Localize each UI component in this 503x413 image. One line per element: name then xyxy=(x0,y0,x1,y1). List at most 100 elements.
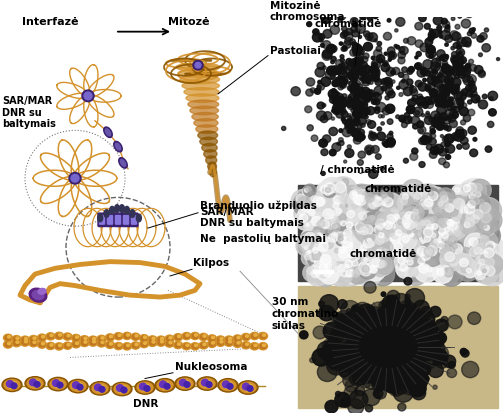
Circle shape xyxy=(469,28,474,33)
Circle shape xyxy=(369,76,374,81)
Circle shape xyxy=(460,349,467,355)
Circle shape xyxy=(364,233,367,237)
Circle shape xyxy=(351,264,355,268)
Circle shape xyxy=(317,204,345,229)
Circle shape xyxy=(367,263,375,271)
Circle shape xyxy=(307,125,313,131)
Circle shape xyxy=(403,221,410,227)
Circle shape xyxy=(473,183,482,192)
Circle shape xyxy=(339,240,343,244)
Circle shape xyxy=(69,173,81,184)
Circle shape xyxy=(471,215,479,223)
Circle shape xyxy=(408,66,414,72)
Circle shape xyxy=(409,239,420,249)
Circle shape xyxy=(364,282,376,293)
Circle shape xyxy=(381,195,388,202)
Circle shape xyxy=(461,94,466,99)
Bar xyxy=(313,270,333,273)
Circle shape xyxy=(426,237,447,258)
Circle shape xyxy=(463,67,468,72)
Circle shape xyxy=(355,132,365,142)
Circle shape xyxy=(396,329,402,335)
Circle shape xyxy=(383,348,394,359)
Circle shape xyxy=(457,38,467,47)
Ellipse shape xyxy=(156,339,165,346)
Ellipse shape xyxy=(141,336,147,341)
Circle shape xyxy=(354,57,361,64)
Circle shape xyxy=(344,348,350,354)
Circle shape xyxy=(337,343,353,358)
Circle shape xyxy=(414,355,423,362)
Circle shape xyxy=(435,225,453,242)
Circle shape xyxy=(383,62,387,66)
Circle shape xyxy=(421,189,431,198)
Circle shape xyxy=(378,114,382,118)
Circle shape xyxy=(368,337,382,349)
Circle shape xyxy=(460,213,484,236)
Circle shape xyxy=(369,361,384,375)
Circle shape xyxy=(312,251,321,260)
Circle shape xyxy=(408,335,415,342)
Circle shape xyxy=(321,171,325,176)
Circle shape xyxy=(372,377,386,392)
Circle shape xyxy=(419,128,424,133)
Circle shape xyxy=(306,89,313,96)
Circle shape xyxy=(382,222,386,225)
Circle shape xyxy=(412,241,438,266)
Circle shape xyxy=(402,353,414,364)
Circle shape xyxy=(389,382,403,396)
Circle shape xyxy=(429,118,433,122)
Circle shape xyxy=(381,361,400,379)
Circle shape xyxy=(301,239,310,248)
Circle shape xyxy=(367,252,390,273)
Text: Branduolio užpildas: Branduolio užpildas xyxy=(200,200,317,211)
Ellipse shape xyxy=(75,336,78,338)
Circle shape xyxy=(390,352,394,356)
Circle shape xyxy=(469,193,475,199)
Circle shape xyxy=(411,226,415,230)
Circle shape xyxy=(396,358,409,370)
Circle shape xyxy=(452,244,463,254)
Circle shape xyxy=(57,382,63,388)
Circle shape xyxy=(442,21,450,28)
Circle shape xyxy=(370,327,375,332)
Circle shape xyxy=(477,271,481,275)
Circle shape xyxy=(400,263,407,271)
Circle shape xyxy=(466,90,473,97)
Circle shape xyxy=(362,256,372,266)
Circle shape xyxy=(314,232,320,238)
Circle shape xyxy=(301,203,309,211)
Circle shape xyxy=(418,334,424,339)
Circle shape xyxy=(452,112,458,118)
Circle shape xyxy=(422,221,437,235)
Circle shape xyxy=(331,223,337,228)
Circle shape xyxy=(417,246,428,256)
Circle shape xyxy=(455,254,477,275)
Ellipse shape xyxy=(50,379,66,389)
Circle shape xyxy=(346,349,359,361)
Circle shape xyxy=(416,97,426,106)
Circle shape xyxy=(443,116,451,124)
Circle shape xyxy=(327,342,335,350)
Circle shape xyxy=(372,312,389,328)
Circle shape xyxy=(399,80,408,89)
Circle shape xyxy=(414,259,438,282)
Ellipse shape xyxy=(155,379,175,392)
Ellipse shape xyxy=(243,343,249,348)
Circle shape xyxy=(370,358,380,368)
Circle shape xyxy=(322,49,332,59)
Circle shape xyxy=(348,184,375,210)
Circle shape xyxy=(365,358,384,376)
Circle shape xyxy=(412,336,427,350)
Circle shape xyxy=(391,345,410,363)
Circle shape xyxy=(312,228,326,241)
Circle shape xyxy=(324,190,328,194)
Circle shape xyxy=(398,232,417,250)
Circle shape xyxy=(378,58,382,62)
Circle shape xyxy=(438,240,466,266)
Ellipse shape xyxy=(137,382,153,393)
Circle shape xyxy=(323,112,332,120)
Circle shape xyxy=(414,328,420,333)
Text: SAR/MAR
DNR su baltymais: SAR/MAR DNR su baltymais xyxy=(200,206,304,228)
Circle shape xyxy=(312,233,324,243)
